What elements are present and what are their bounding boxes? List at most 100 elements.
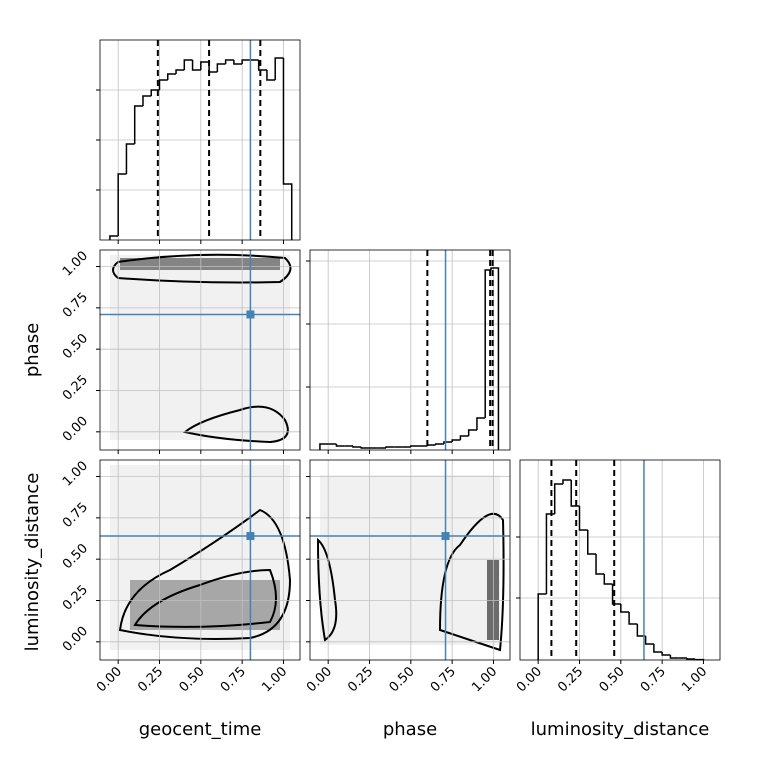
hist-step [603,574,613,585]
hist-step [434,443,444,445]
hist-step [319,443,329,450]
hist-step [133,105,143,144]
y-tick-label: 0.75 [60,500,91,531]
x-tick-label: 1.00 [469,664,500,695]
contours [112,253,505,652]
hist-step [208,62,218,73]
hist-step [484,269,491,418]
hist-step [274,57,284,80]
x-tick-label: 0.25 [135,664,166,695]
truth-point [246,310,255,319]
y-tick-label: 0.75 [60,290,91,321]
hist-step [410,445,420,447]
hist-step [537,593,547,660]
panel-frame [99,39,301,241]
x-axis-label: geocent_time [139,719,262,740]
truth-point [441,532,450,541]
hist-step [282,58,293,240]
hist-step [595,554,605,575]
panel-frame [309,459,511,661]
hist-step [150,89,160,96]
panel-frame [519,459,721,661]
x-tick-label: 0.75 [218,664,249,695]
hist-step [175,69,185,74]
x-tick-label: 0.00 [304,664,335,695]
hist-step [233,60,243,65]
y-axis-label: luminosity_distance [22,473,43,652]
x-tick-label: 0.50 [177,664,208,695]
density-core [120,258,280,270]
hist-step [183,59,193,70]
y-tick-label: 0.00 [60,414,91,445]
x-tick-label: 0.50 [387,664,418,695]
panel-frame [99,249,301,451]
y-tick-label: 0.25 [60,372,91,403]
x-tick-label: 0.25 [345,664,376,695]
hist-step [587,530,597,555]
x-tick-label: 1.00 [259,664,290,695]
hist-step [490,267,500,450]
hist-step [620,604,630,613]
hist-step [611,584,621,605]
panel-frame [309,249,511,451]
x-tick-label: 0.00 [94,664,125,695]
hist-step [562,479,572,484]
x-tick-label: 0.75 [638,664,669,695]
y-tick-label: 0.00 [60,624,91,655]
y-axis-label: phase [22,323,43,377]
y-tick-label: 0.50 [60,541,91,572]
hist-step [241,59,251,64]
hist-step [167,73,177,80]
hist-step [125,143,135,174]
scatter-cloud [320,475,500,645]
hist-step [686,658,696,660]
contour [133,568,277,628]
scatter-cloud [110,255,290,440]
hist-step [553,483,563,514]
hist-step [636,624,646,637]
hist-step [669,655,679,659]
hist-step [443,441,453,444]
hist-step [578,506,588,531]
x-axis-label: luminosity_distance [531,719,710,740]
hist-step [628,612,638,625]
hist-step [266,70,276,81]
hist-step [224,59,234,64]
truth-point [246,532,255,541]
panel-frame [99,459,301,661]
hist-step [476,417,486,430]
hist-step [257,60,267,71]
hist-step [459,435,469,440]
x-tick-label: 0.75 [428,664,459,695]
hist-step [467,429,477,436]
x-tick-label: 0.00 [514,664,545,695]
hist-step [109,235,119,240]
hist-step [360,447,370,449]
hist-step [352,446,362,448]
hist-step [661,652,671,656]
x-tick-label: 0.25 [555,664,586,695]
hist-step [142,95,152,106]
hist-step [158,79,168,90]
contour [112,253,292,284]
hist-step [335,444,345,447]
hist-step [117,173,127,236]
hist-step [426,444,436,446]
hist-step [451,439,461,442]
y-tick-label: 0.25 [60,582,91,613]
y-tick-label: 0.50 [60,331,91,362]
hist-step [653,644,663,653]
contour [438,512,505,652]
hist-step [644,636,654,645]
hist-step [191,60,201,71]
hist-step [200,61,210,70]
x-tick-label: 0.50 [597,664,628,695]
density-core [487,560,499,640]
x-axis-label: phase [383,719,437,740]
y-tick-label: 1.00 [60,249,91,280]
y-tick-label: 1.00 [60,459,91,490]
hist-step [385,446,395,448]
hist-step [216,63,226,72]
contour [182,405,289,444]
